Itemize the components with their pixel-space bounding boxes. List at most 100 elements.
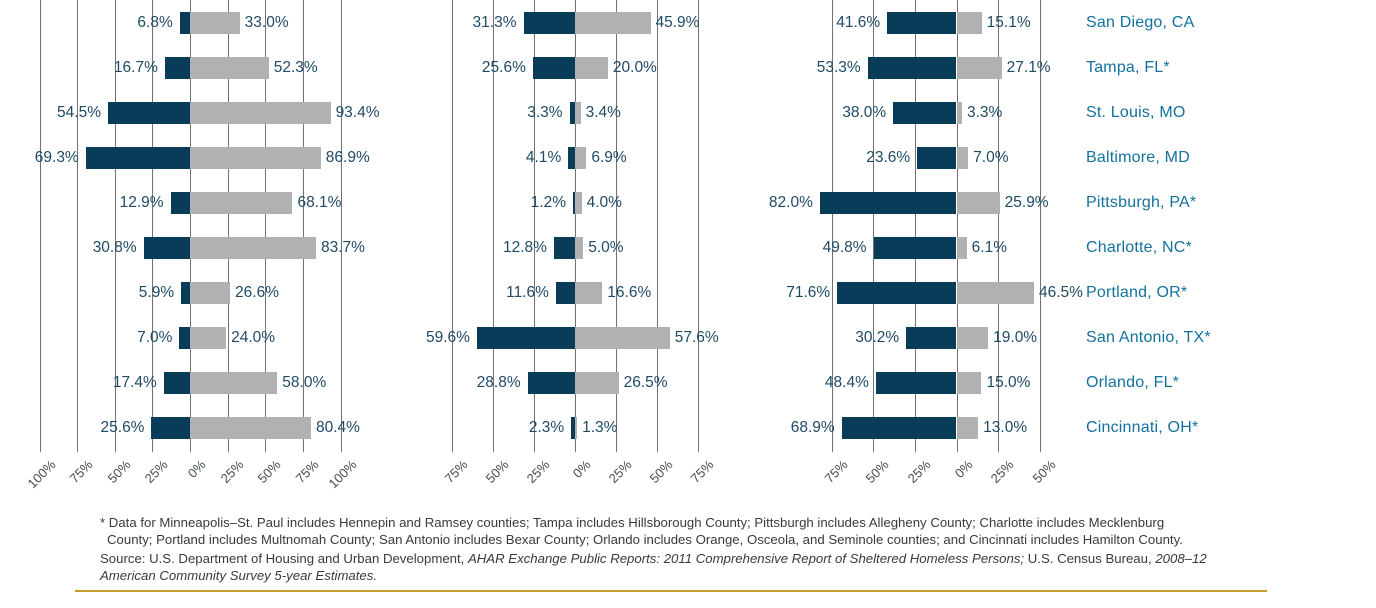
bar-dark xyxy=(867,57,957,79)
city-label: Cincinnati, OH* xyxy=(1086,419,1199,436)
bar-gray xyxy=(956,102,962,124)
source-line: Source: U.S. Department of Housing and U… xyxy=(100,550,1280,567)
footnote-line-1: * Data for Minneapolis–St. Paul includes… xyxy=(100,515,1165,530)
value-label-left: 25.6% xyxy=(100,419,145,436)
bar-dark xyxy=(163,372,190,394)
bar-dark xyxy=(906,327,957,349)
value-label-right: 25.9% xyxy=(1004,194,1049,211)
gridline xyxy=(1039,0,1041,452)
bar-dark xyxy=(887,12,957,34)
source-text: Source: U.S. Department of Housing and U… xyxy=(100,551,468,566)
bar-dark xyxy=(476,327,575,349)
bar-gray xyxy=(575,102,581,124)
gridline xyxy=(265,0,267,452)
bar-gray xyxy=(956,282,1034,304)
bar-gray xyxy=(190,192,293,214)
bar-gray xyxy=(575,57,608,79)
gridline xyxy=(227,0,229,452)
footnote-line-2: County; Portland includes Multnomah Coun… xyxy=(107,532,1183,547)
value-label-left: 17.4% xyxy=(112,374,157,391)
city-label: Tampa, FL* xyxy=(1086,59,1170,76)
gridline xyxy=(956,0,958,452)
bar-dark xyxy=(917,147,957,169)
source-note: Source: U.S. Department of Housing and U… xyxy=(100,550,1280,584)
value-label-right: 93.4% xyxy=(335,104,380,121)
bar-gray xyxy=(956,147,969,169)
city-label: Portland, OR* xyxy=(1086,284,1188,301)
value-label-left: 7.0% xyxy=(137,329,173,346)
city-label: Orlando, FL* xyxy=(1086,374,1180,391)
value-label-left: 25.6% xyxy=(481,59,526,76)
bar-dark xyxy=(181,282,190,304)
gridline xyxy=(302,0,304,452)
value-label-right: 80.4% xyxy=(316,419,360,436)
bar-dark xyxy=(527,372,575,394)
gridline xyxy=(831,0,833,452)
value-label-left: 1.2% xyxy=(530,194,567,211)
bar-dark xyxy=(873,237,957,259)
bar-dark xyxy=(573,192,575,214)
source-text-italic: American Community Survey 5-year Estimat… xyxy=(100,568,378,583)
bar-gray xyxy=(190,417,311,439)
value-label-left: 3.3% xyxy=(527,104,563,121)
value-label-left: 31.3% xyxy=(472,14,517,31)
gridline xyxy=(152,0,154,452)
bar-gray xyxy=(190,327,227,349)
value-label-right: 5.0% xyxy=(588,239,624,256)
value-label-right: 13.0% xyxy=(983,419,1028,436)
bar-gray xyxy=(190,282,231,304)
bar-dark xyxy=(151,417,190,439)
bar-gray xyxy=(575,192,582,214)
bar-gray xyxy=(190,147,321,169)
value-label-right: 68.1% xyxy=(297,194,342,211)
bar-gray xyxy=(575,12,651,34)
city-label: Baltimore, MD xyxy=(1086,149,1190,166)
gridline xyxy=(340,0,342,452)
value-label-right: 15.0% xyxy=(986,374,1031,391)
value-label-right: 20.0% xyxy=(612,59,657,76)
bar-dark xyxy=(555,282,575,304)
bar-dark xyxy=(179,327,190,349)
value-label-right: 27.1% xyxy=(1006,59,1051,76)
gridline xyxy=(492,0,494,452)
value-label-left: 5.9% xyxy=(138,284,175,301)
bar-gray xyxy=(956,57,1002,79)
bar-gray xyxy=(575,237,584,259)
gridline xyxy=(190,0,191,452)
gridline xyxy=(657,0,659,452)
bar-dark xyxy=(875,372,957,394)
value-label-left: 2.3% xyxy=(528,419,565,436)
value-label-left: 6.8% xyxy=(137,14,173,31)
city-label: St. Louis, MO xyxy=(1086,104,1186,121)
value-label-right: 58.0% xyxy=(282,374,327,391)
city-label: San Diego, CA xyxy=(1086,14,1195,31)
value-label-left: 12.9% xyxy=(119,194,164,211)
value-label-right: 86.9% xyxy=(325,149,370,166)
source-text: U.S. Census Bureau, xyxy=(1027,551,1156,566)
bar-dark xyxy=(819,192,957,214)
value-label-right: 4.0% xyxy=(586,194,622,211)
gold-rule-divider xyxy=(75,590,1267,592)
bar-gray xyxy=(190,102,331,124)
bar-gray xyxy=(190,237,316,259)
bar-dark xyxy=(569,102,575,124)
value-label-left: 11.6% xyxy=(506,284,549,301)
value-label-right: 6.9% xyxy=(591,149,627,166)
value-label-right: 26.6% xyxy=(235,284,279,301)
value-label-left: 53.3% xyxy=(816,59,861,76)
bar-gray xyxy=(190,57,269,79)
bar-gray xyxy=(956,327,989,349)
value-label-right: 83.7% xyxy=(320,239,365,256)
value-label-left: 71.6% xyxy=(786,284,831,301)
bar-dark xyxy=(893,102,957,124)
bar-dark xyxy=(170,192,190,214)
notes: * Data for Minneapolis–St. Paul includes… xyxy=(100,514,1280,584)
value-label-left: 12.8% xyxy=(502,239,547,256)
gridline xyxy=(873,0,875,452)
value-label-right: 57.6% xyxy=(674,329,719,346)
bar-dark xyxy=(553,237,575,259)
value-label-left: 4.1% xyxy=(525,149,562,166)
value-label-left: 54.5% xyxy=(57,104,101,121)
